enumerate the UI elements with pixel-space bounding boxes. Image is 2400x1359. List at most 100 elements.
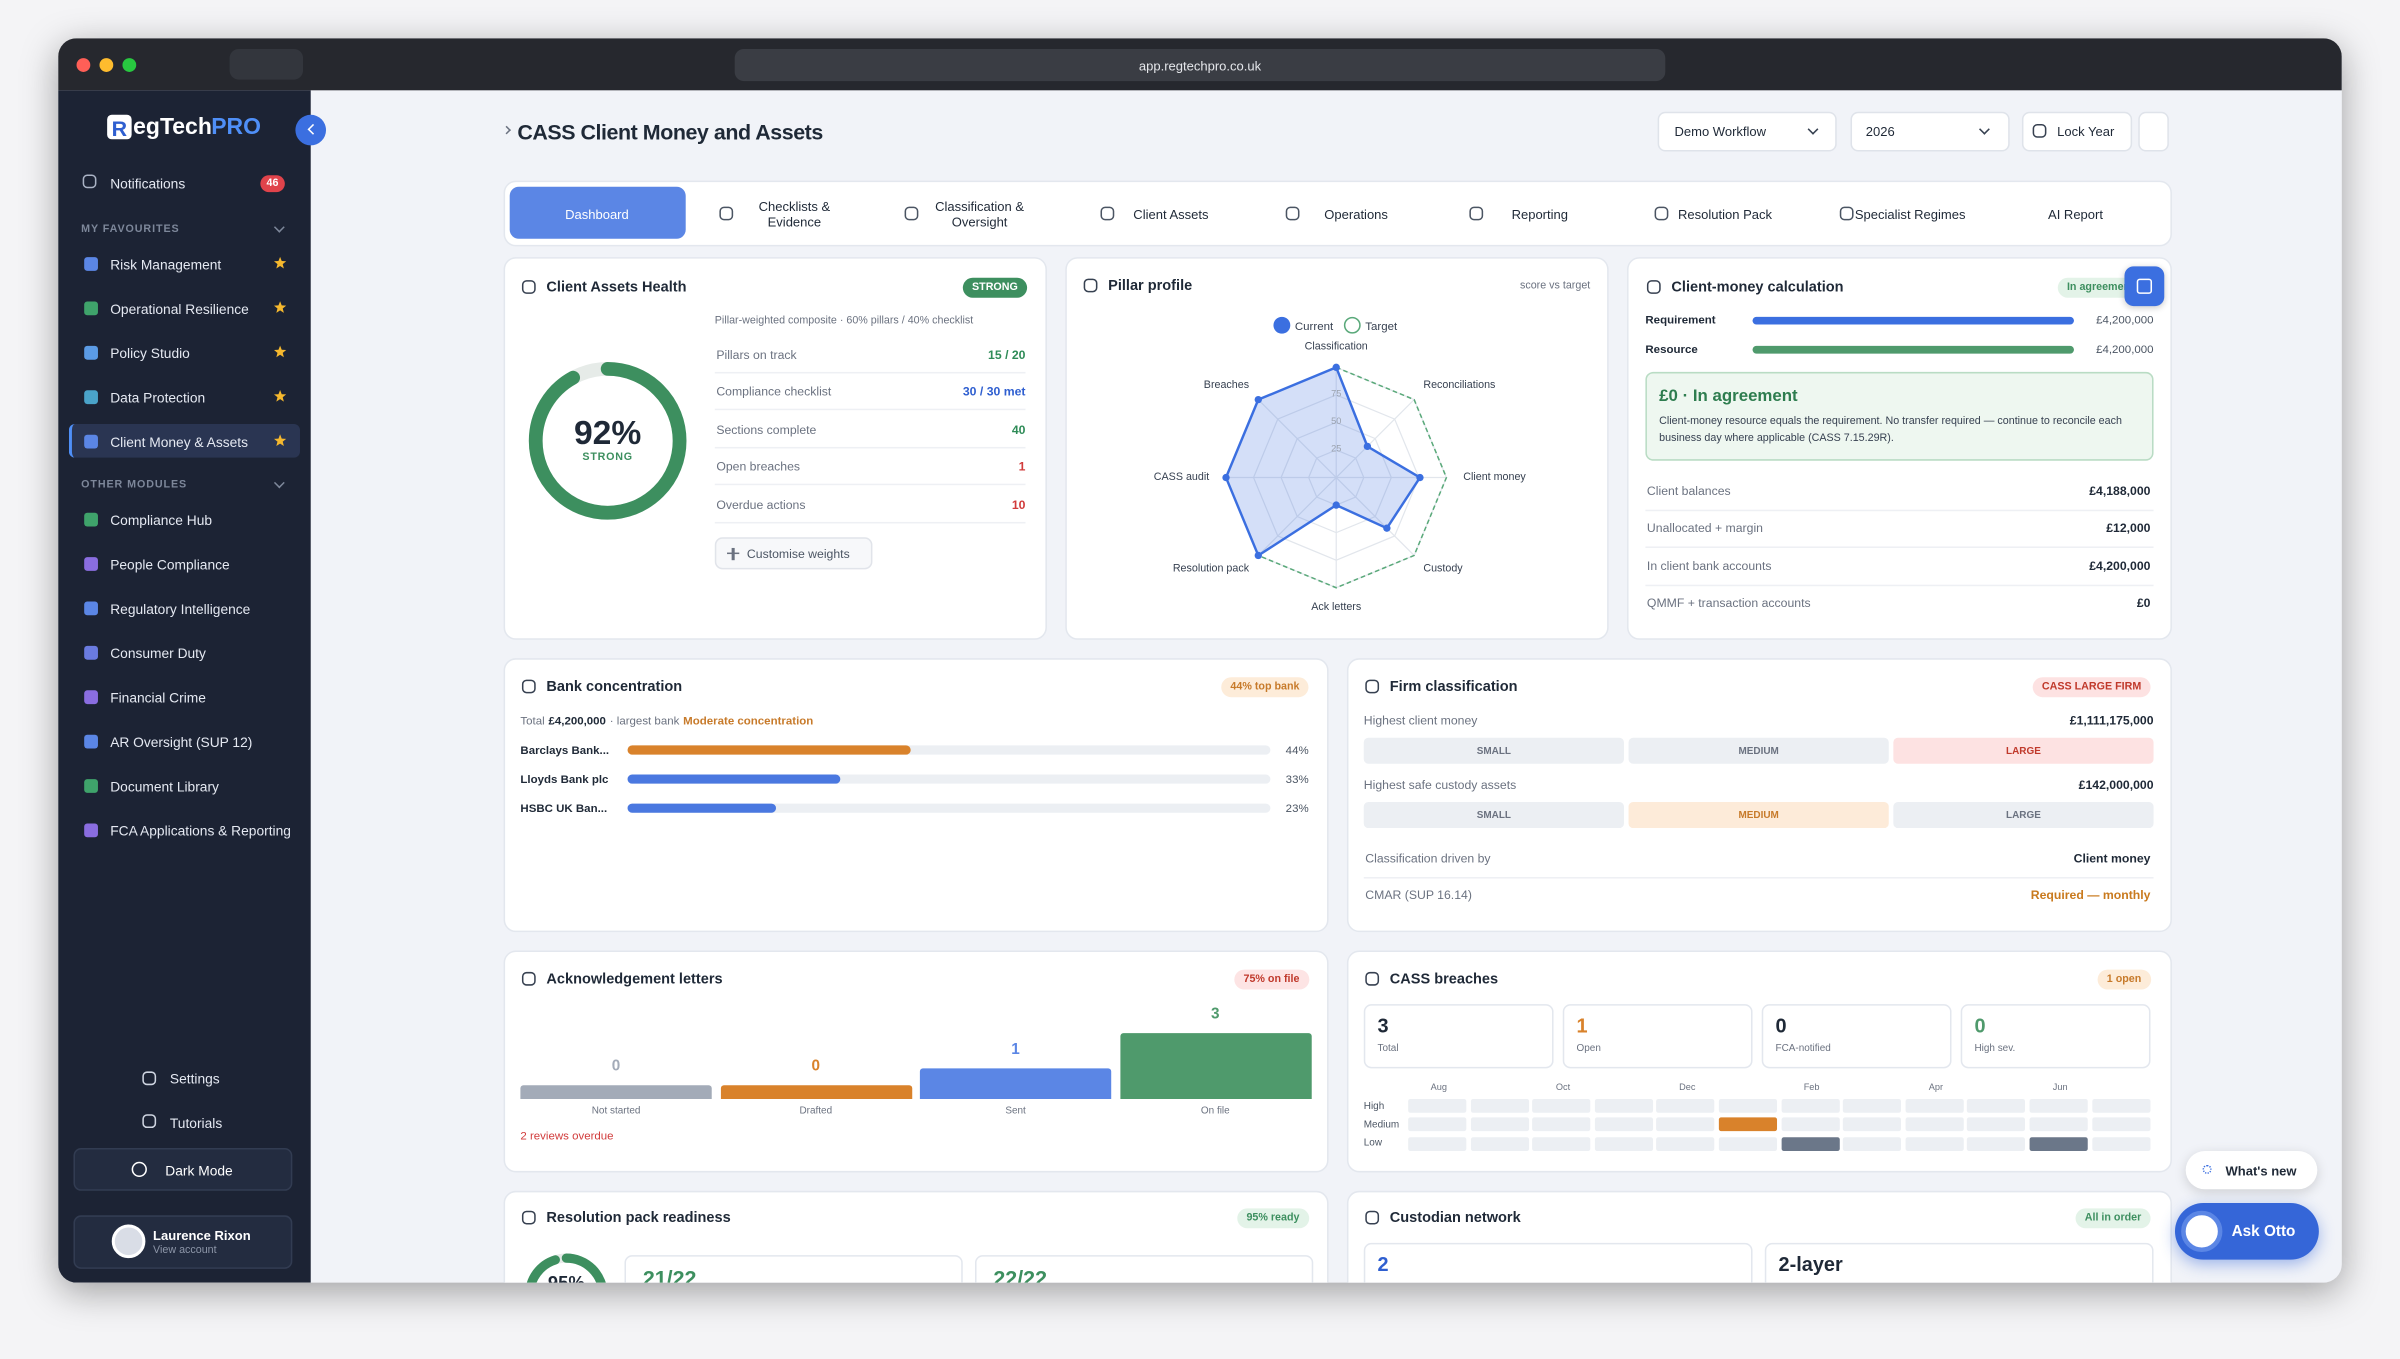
nav-item[interactable]: FCA Applications & Reporting <box>110 822 291 839</box>
year-select[interactable] <box>1850 111 2010 152</box>
address-bar[interactable] <box>734 48 1666 82</box>
bar-value: 23% <box>1285 801 1309 816</box>
icon <box>142 1071 157 1086</box>
tab[interactable]: Specialist Regimes <box>1854 205 1966 222</box>
nav-item[interactable]: Compliance Hub <box>110 511 213 528</box>
radar-axis-label: Breaches <box>1203 380 1250 391</box>
heat-cell <box>2029 1117 2088 1132</box>
module-icon <box>84 645 98 659</box>
row-divider <box>714 446 1026 449</box>
otto-icon <box>2181 1210 2223 1253</box>
lock-button[interactable] <box>2021 111 2133 152</box>
module-icon <box>84 300 98 315</box>
card <box>503 1190 1329 1283</box>
nav-buttons[interactable] <box>229 48 304 80</box>
nav-item[interactable]: Risk Management <box>110 256 222 272</box>
level-segment <box>1893 737 2154 764</box>
ask-label: Ask Otto <box>2231 1223 2296 1241</box>
tab[interactable]: Dashboard <box>565 205 629 222</box>
traffic-light[interactable] <box>76 58 91 72</box>
badge: CASS LARGE FIRM <box>2032 677 2151 698</box>
bar-label: Resource <box>1645 342 1698 356</box>
bank-name: HSBC UK Ban... <box>520 801 608 816</box>
logo-text: egTech <box>133 114 212 141</box>
nav-item[interactable]: Notifications <box>110 175 186 191</box>
heat-cell <box>1532 1136 1591 1151</box>
tab[interactable]: Resolution Pack <box>1677 205 1772 222</box>
nav-item[interactable]: Data Protection <box>110 389 206 405</box>
nav-item[interactable]: Settings <box>169 1071 220 1087</box>
dark-mode-button[interactable] <box>73 1147 293 1191</box>
icon <box>1839 206 1854 221</box>
row-value: Required — monthly <box>2030 889 2151 903</box>
card <box>503 658 1329 933</box>
workflow-select[interactable] <box>1657 111 1837 152</box>
nav-item[interactable]: People Compliance <box>110 556 230 572</box>
nav-item[interactable]: Policy Studio <box>110 345 190 361</box>
radar-axis-label: Custody <box>1423 564 1463 575</box>
heat-cell <box>1532 1098 1591 1113</box>
nav-item[interactable]: Financial Crime <box>110 689 206 705</box>
row-label: Low <box>1363 1138 1383 1149</box>
bar-label: Requirement <box>1645 313 1716 327</box>
row-value: 1 <box>1018 460 1026 475</box>
icon <box>1083 278 1098 293</box>
traffic-light[interactable] <box>99 58 114 72</box>
heat-cell <box>1408 1117 1467 1132</box>
button-label: Customise weights <box>746 546 850 561</box>
heat-cell <box>1656 1117 1715 1132</box>
panel-toggle[interactable] <box>2124 266 2165 307</box>
month-label: Apr <box>1928 1083 1944 1093</box>
tab[interactable]: Reporting <box>1511 205 1568 222</box>
module-icon <box>84 689 98 704</box>
tab[interactable]: Classification & Oversight <box>935 198 1025 229</box>
nav-item[interactable]: Document Library <box>110 778 219 794</box>
user-card[interactable] <box>73 1215 293 1269</box>
bar <box>1752 316 2074 324</box>
row-divider <box>1645 547 2154 549</box>
heat-cell <box>2029 1098 2088 1113</box>
bar-value: 0 <box>611 1058 621 1076</box>
nav-item[interactable]: Tutorials <box>169 1115 223 1131</box>
tile <box>974 1255 1314 1283</box>
collapse-button[interactable] <box>295 114 327 146</box>
tab[interactable]: AI Report <box>2048 205 2103 222</box>
bar-label: On file <box>1200 1105 1230 1117</box>
row-label: Compliance checklist <box>716 385 832 400</box>
heat-cell <box>1470 1098 1529 1113</box>
nav-item[interactable]: Operational Resilience <box>110 300 249 317</box>
row-label: High <box>1363 1100 1385 1112</box>
lock-label: Lock Year <box>2057 123 2115 140</box>
nav-item[interactable]: Regulatory Intelligence <box>110 600 251 617</box>
row-value: £12,000 <box>2106 521 2151 536</box>
icon <box>1365 1210 1380 1225</box>
nav-item[interactable]: Client Money & Assets <box>110 433 249 450</box>
nav-item[interactable]: Consumer Duty <box>110 645 206 661</box>
stat-label: Total <box>1377 1043 1399 1054</box>
month-label: Oct <box>1555 1083 1571 1093</box>
tile <box>624 1255 963 1283</box>
nav-item[interactable]: AR Oversight (SUP 12) <box>110 733 253 750</box>
user-name: Laurence Rixon <box>153 1227 251 1243</box>
traffic-light[interactable] <box>122 58 137 72</box>
active-item <box>68 423 300 458</box>
tab[interactable]: Checklists & Evidence <box>758 198 831 229</box>
panel-icon <box>2136 278 2153 294</box>
heat-cell <box>1718 1136 1778 1151</box>
history-button[interactable] <box>2138 111 2169 152</box>
bar-value: 0 <box>811 1058 821 1076</box>
row-value: £0 <box>2136 596 2151 611</box>
gauge-value: 92% <box>573 413 642 452</box>
card <box>1346 1190 2172 1283</box>
tab[interactable]: Client Assets <box>1133 205 1209 222</box>
heat-cell <box>1905 1117 1964 1132</box>
year-label: 2026 <box>1865 123 1895 140</box>
total-text: · largest bank <box>609 714 680 728</box>
badge: All in order <box>2075 1208 2151 1229</box>
stat-tile <box>1960 1004 2151 1069</box>
customise-button[interactable] <box>714 537 873 570</box>
tab[interactable]: Operations <box>1324 205 1388 222</box>
